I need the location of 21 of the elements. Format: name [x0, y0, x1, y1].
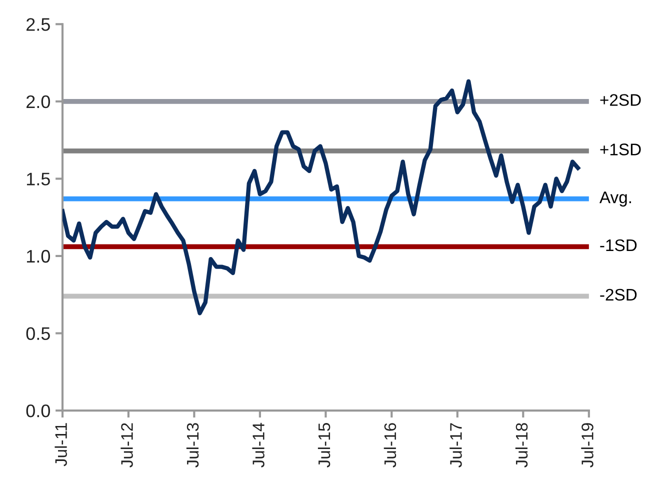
y-tick-label: 2.5	[26, 18, 50, 31]
x-tick-label: Jul-11	[54, 423, 67, 466]
line-series	[62, 79, 580, 316]
x-tick-label: Jul-19	[581, 423, 594, 468]
x-tick-label: Jul-12	[120, 423, 133, 468]
ref-line-label: -1SD	[600, 239, 637, 252]
y-tick-label: 1.5	[26, 172, 50, 186]
x-tick-label: Jul-14	[252, 422, 264, 468]
ref-line-label: Avg.	[599, 192, 631, 207]
ref-line-label: -2SD	[600, 288, 637, 301]
x-tick-label: Jul-17	[450, 423, 462, 468]
ref-line-label: +2SD	[600, 94, 641, 106]
y-tick-label: 0.0	[26, 404, 50, 418]
x-tick-label: Jul-13	[186, 423, 199, 468]
x-tick-label: Jul-15	[318, 423, 330, 468]
x-tick-label: Jul-16	[384, 423, 396, 468]
y-tick-label: 1.0	[26, 250, 50, 263]
y-tick-label: 0.5	[26, 327, 50, 340]
x-tick-label: Jul-18	[515, 423, 528, 468]
ref-line-label: +1SD	[600, 144, 641, 156]
y-tick-label: 2.0	[26, 95, 50, 108]
